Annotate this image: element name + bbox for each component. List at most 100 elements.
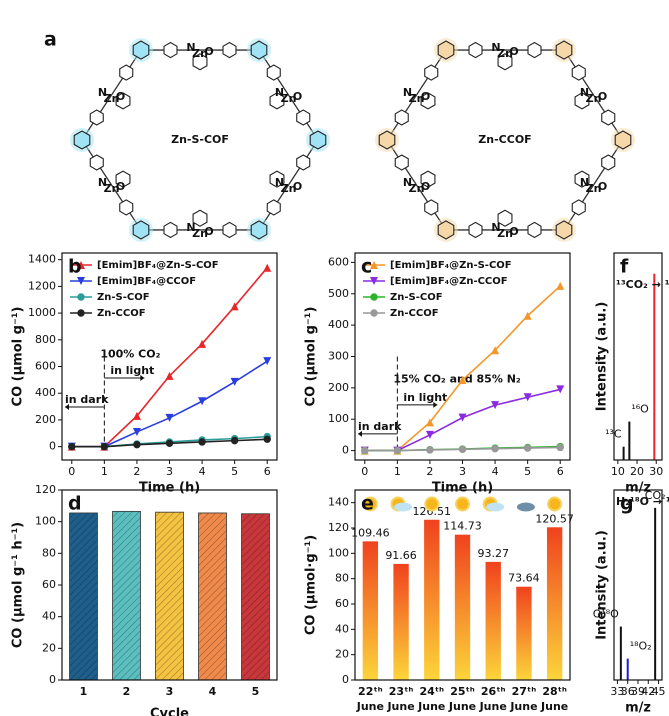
cloud-icon [486, 502, 505, 512]
panel-label: a [44, 29, 57, 51]
x-tick-label: June [509, 700, 537, 713]
ring [601, 109, 616, 126]
bar [241, 513, 270, 681]
y-tick-label: 0 [49, 673, 56, 686]
marker [523, 444, 532, 452]
y-tick-label: 800 [35, 333, 56, 346]
bar [454, 534, 471, 680]
y-tick-label: 120 [35, 483, 56, 496]
marker [458, 376, 467, 385]
ring [163, 221, 178, 239]
marker [523, 311, 532, 320]
x-tick-label: 25ᵗʰ [450, 685, 475, 698]
legend-label: Zn-S-COF [390, 292, 443, 303]
y-tick-label: 300 [328, 350, 349, 363]
x-tick-label: 3 [166, 465, 173, 478]
y-tick-label: 120 [328, 521, 349, 534]
ring [571, 64, 586, 81]
atom-label: N [98, 176, 107, 189]
panel-label: b [68, 256, 82, 278]
y-tick-label: 100 [35, 515, 56, 528]
ring [468, 41, 483, 59]
ring [309, 130, 327, 150]
ring [163, 41, 178, 59]
x-tick-label: 33 [610, 685, 624, 698]
x-tick-label: June [356, 700, 384, 713]
annotation: in dark [65, 393, 109, 406]
bar [424, 519, 440, 680]
x-tick-label: 39 [631, 685, 645, 698]
ring [119, 199, 134, 216]
chart-title: ¹³CO₂ → ¹³CO [616, 278, 669, 291]
y-tick-label: 0 [342, 673, 349, 686]
bar [516, 586, 532, 680]
panel-label: e [361, 493, 374, 515]
framework-label: Zn-CCOF [478, 133, 531, 146]
y-tick-label: 40 [42, 610, 56, 623]
atom-label: O [204, 225, 213, 238]
annotation: 100% CO₂ [100, 347, 160, 360]
annotation: in light [110, 364, 154, 377]
atom-label: N [186, 221, 195, 234]
panel-label: c [361, 256, 372, 278]
y-tick-label: 20 [42, 641, 56, 654]
ring [89, 109, 104, 126]
panel-label: g [620, 493, 634, 515]
atom-label: O [204, 45, 213, 58]
marker [556, 443, 564, 452]
metal-label: Zn [104, 182, 120, 195]
y-tick-label: 60 [335, 597, 349, 610]
plot-frame [613, 489, 663, 681]
y-tick-label: 0 [49, 440, 56, 453]
annotation: in dark [358, 420, 402, 433]
marker [263, 435, 271, 443]
x-tick-label: 24ᵗʰ [419, 685, 444, 698]
x-tick-label: 28ᵗʰ [542, 685, 567, 698]
plot-frame [613, 252, 663, 461]
sun-icon [455, 496, 470, 512]
x-tick-label: 1 [80, 685, 88, 698]
x-axis-label: Time (h) [139, 481, 200, 496]
chart-title: H₂¹⁸O → ¹⁸O₂ [616, 495, 669, 508]
arrow-head [433, 401, 438, 408]
legend-marker [77, 261, 85, 269]
bar [362, 541, 379, 680]
ring [132, 220, 150, 240]
marker [132, 427, 141, 436]
marker [198, 438, 206, 446]
ring [378, 130, 396, 150]
atom-label: N [580, 86, 589, 99]
peak-label: ¹⁶O [631, 403, 649, 416]
x-tick-label: 1 [394, 465, 401, 478]
x-tick-label: 2 [123, 685, 131, 698]
x-axis-label: m/z [625, 701, 651, 716]
x-tick-label: 26ᵗʰ [481, 685, 506, 698]
x-tick-label: 6 [264, 465, 271, 478]
ring [192, 53, 208, 71]
marker [100, 442, 109, 451]
ring [574, 170, 590, 188]
x-tick-label: 5 [231, 465, 238, 478]
ring [497, 53, 513, 71]
x-tick-label: June [479, 700, 507, 713]
marker [68, 442, 76, 451]
marker [133, 440, 141, 449]
marker [458, 413, 467, 422]
y-tick-label: 140 [328, 496, 349, 509]
legend-marker [77, 293, 85, 301]
ring [555, 40, 573, 60]
ring [269, 170, 285, 188]
legend-marker [370, 293, 378, 301]
ring [192, 209, 208, 227]
y-axis-label: Intensity (a.u.) [595, 302, 610, 412]
value-label: 73.64 [508, 572, 540, 585]
plot-frame [354, 489, 571, 681]
marker [361, 446, 369, 455]
metal-label: Zn [192, 227, 208, 240]
panel-label: f [620, 256, 629, 278]
legend-marker [370, 261, 378, 269]
ring [222, 221, 237, 239]
bar [155, 511, 184, 681]
y-axis-label: CO (μmol·g⁻¹) [304, 535, 319, 635]
x-tick-label: 36 [621, 685, 635, 698]
